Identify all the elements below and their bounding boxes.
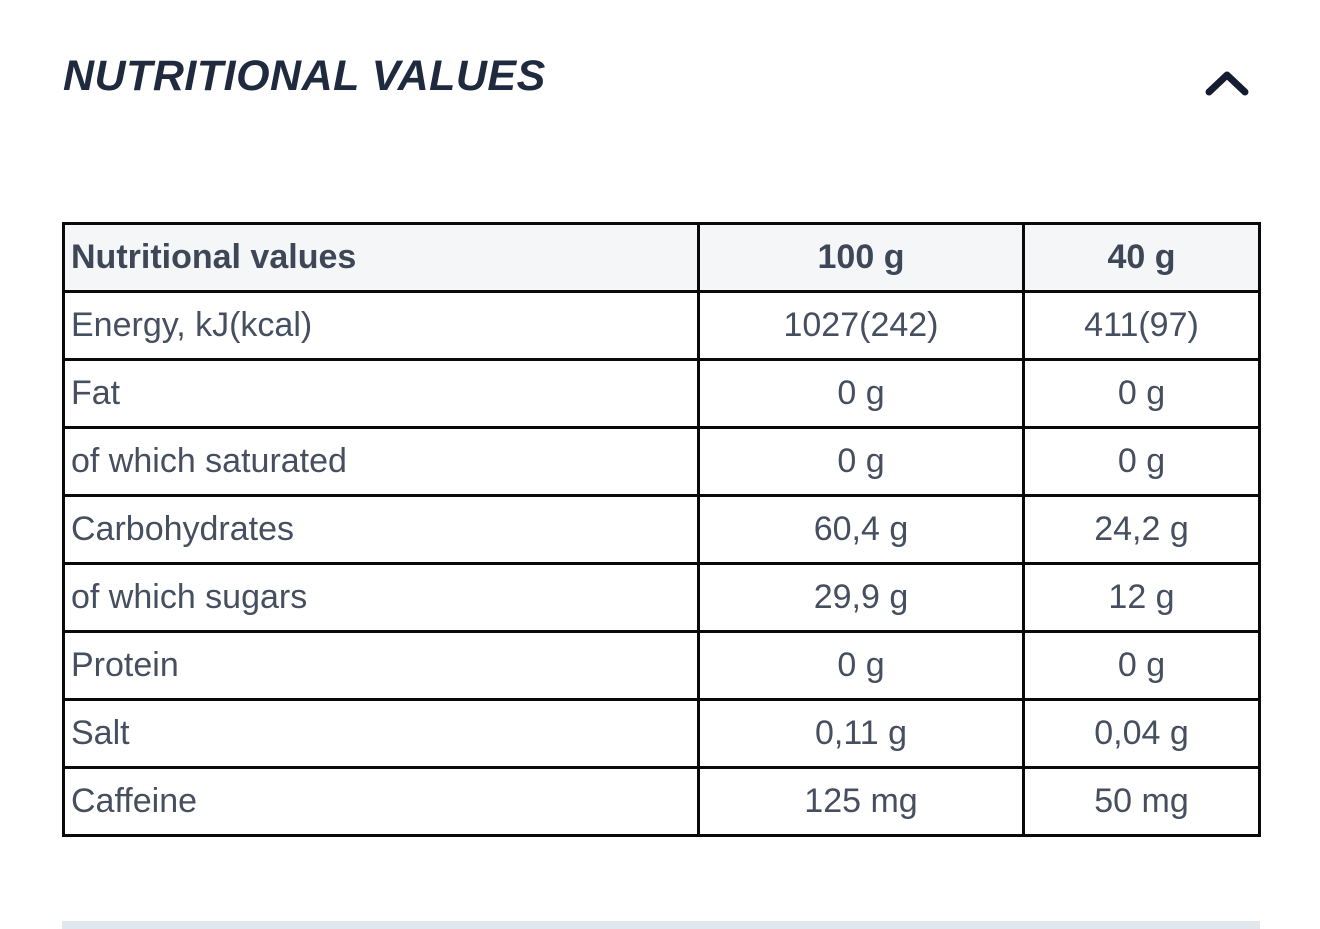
row-value-40g: 0,04 g [1022, 698, 1261, 769]
collapse-section-button[interactable] [1204, 69, 1250, 97]
header-100g: 100 g [697, 222, 1025, 293]
row-label: Caffeine [62, 766, 700, 837]
row-value-100g: 0 g [697, 358, 1025, 429]
section-divider [62, 921, 1260, 929]
header-40g: 40 g [1022, 222, 1261, 293]
row-value-40g: 411(97) [1022, 290, 1261, 361]
chevron-up-icon [1204, 71, 1250, 100]
table-row: of which saturated 0 g 0 g [62, 426, 1261, 497]
table-row: Protein 0 g 0 g [62, 630, 1261, 701]
table-header-row: Nutritional values 100 g 40 g [62, 222, 1261, 293]
row-value-40g: 0 g [1022, 426, 1261, 497]
row-value-40g: 24,2 g [1022, 494, 1261, 565]
row-value-100g: 0,11 g [697, 698, 1025, 769]
row-value-100g: 125 mg [697, 766, 1025, 837]
table-row: Energy, kJ(kcal) 1027(242) 411(97) [62, 290, 1261, 361]
section-header: NUTRITIONAL VALUES [63, 50, 1258, 102]
header-nutritional-values: Nutritional values [62, 222, 700, 293]
row-value-40g: 50 mg [1022, 766, 1261, 837]
row-value-100g: 1027(242) [697, 290, 1025, 361]
nutritional-values-table: Nutritional values 100 g 40 g Energy, kJ… [62, 222, 1261, 837]
row-value-100g: 0 g [697, 630, 1025, 701]
table-row: of which sugars 29,9 g 12 g [62, 562, 1261, 633]
table-row: Carbohydrates 60,4 g 24,2 g [62, 494, 1261, 565]
row-value-40g: 12 g [1022, 562, 1261, 633]
table-row: Salt 0,11 g 0,04 g [62, 698, 1261, 769]
row-label: Energy, kJ(kcal) [62, 290, 700, 361]
row-value-100g: 29,9 g [697, 562, 1025, 633]
row-label: Carbohydrates [62, 494, 700, 565]
row-value-100g: 60,4 g [697, 494, 1025, 565]
row-value-100g: 0 g [697, 426, 1025, 497]
table-row: Fat 0 g 0 g [62, 358, 1261, 429]
table-row: Caffeine 125 mg 50 mg [62, 766, 1261, 837]
row-label: Protein [62, 630, 700, 701]
row-label: Salt [62, 698, 700, 769]
row-label: of which saturated [62, 426, 700, 497]
row-value-40g: 0 g [1022, 358, 1261, 429]
section-title: NUTRITIONAL VALUES [63, 51, 546, 100]
row-label: Fat [62, 358, 700, 429]
row-label: of which sugars [62, 562, 700, 633]
row-value-40g: 0 g [1022, 630, 1261, 701]
